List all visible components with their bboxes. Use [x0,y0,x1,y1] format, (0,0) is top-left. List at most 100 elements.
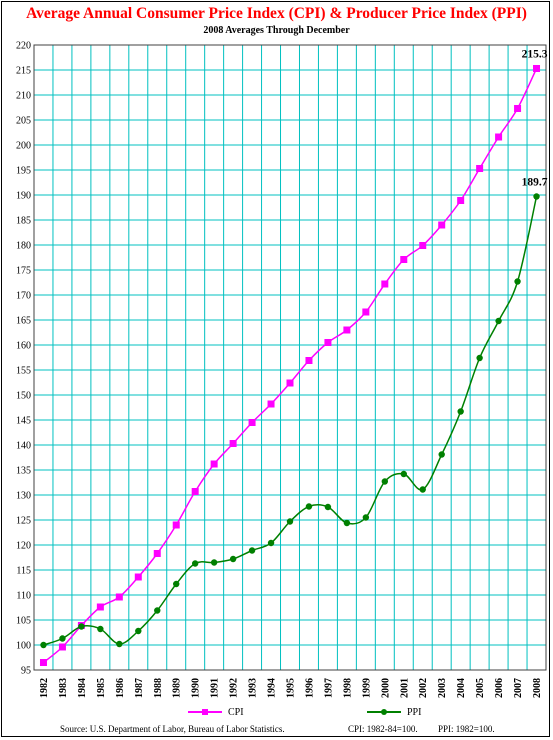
point-ppi [78,623,85,630]
legend-label-cpi: CPI [228,706,244,718]
y-tick-label: 170 [16,291,31,302]
y-tick-label: 190 [16,191,31,202]
point-ppi [495,317,502,325]
point-cpi [210,460,218,468]
point-cpi [267,400,275,408]
chart-title: Average Annual Consumer Price Index (CPI… [26,5,527,22]
legend-line-ppi [367,709,401,715]
x-tick-label: 2000 [380,678,391,698]
y-tick-label: 220 [16,41,31,52]
point-ppi [381,478,389,485]
point-cpi [476,165,484,172]
point-ppi [135,627,142,635]
point-cpi [381,280,389,288]
point-ppi [476,354,483,362]
point-cpi [172,521,180,529]
point-ppi [343,519,351,527]
y-tick-label: 200 [16,141,31,152]
x-tick-label: 1993 [248,678,259,698]
annotations: 215.3 189.7 [522,49,548,189]
point-ppi [514,278,521,285]
point-ppi [400,470,407,478]
point-cpi [96,603,104,611]
x-tick-label: 1994 [267,678,278,698]
y-tick-label: 110 [16,591,31,602]
chart-subtitle: 2008 Averages Through December [203,25,350,36]
legend-label-ppi: PPI [407,706,422,718]
y-tick-label: 195 [16,166,31,177]
y-tick-label: 175 [16,266,31,277]
point-ppi [362,514,370,521]
legend-marker-cpi [202,709,208,715]
x-tick-label: 1999 [361,678,372,698]
point-ppi [116,640,123,648]
point-cpi [324,339,332,346]
point-cpi [495,133,503,141]
point-cpi [153,550,161,557]
x-tick-label: 1996 [304,678,315,698]
point-cpi [191,488,199,495]
point-cpi [419,242,427,249]
y-tick-label: 140 [16,441,31,452]
point-ppi [173,580,180,588]
point-ppi [59,635,66,642]
y-tick-label: 100 [16,641,31,652]
x-tick-label: 1982 [39,678,50,698]
point-ppi [533,193,540,200]
x-tick-label: 1995 [286,678,297,698]
point-cpi [286,379,294,387]
x-tick-label: 1988 [153,678,164,698]
y-tick-label: 160 [16,341,31,352]
cpi-base-note: CPI: 1982-84=100. [348,724,418,734]
y-tick-label: 185 [16,216,31,227]
x-tick-label: 1986 [115,678,126,698]
x-tick-label: 1984 [77,678,88,698]
point-ppi [438,451,445,458]
point-ppi [305,503,313,510]
x-tick-label: 2002 [418,678,429,698]
y-tick-label: 105 [16,616,31,627]
y-tick-label: 150 [16,391,31,402]
point-ppi [419,486,426,493]
y-tick-label: 130 [16,491,31,502]
point-cpi [115,593,123,601]
y-tick-label: 135 [16,466,31,477]
y-tick-label: 205 [16,116,31,127]
x-tick-label: 1997 [323,678,334,698]
point-ppi [40,641,47,649]
point-cpi [362,308,370,316]
y-tick-label: 145 [16,416,31,427]
x-tick-label: 2003 [437,678,448,698]
x-tick-labels: 1982 1983 1984 1985 1986 1987 1988 1989 1990 1991… [39,678,543,698]
y-tick-label: 210 [16,91,31,102]
legend-line-cpi [188,709,222,715]
x-tick-label: 1991 [210,678,221,698]
point-ppi [97,625,104,633]
point-cpi [229,440,237,447]
series-line-cpi [43,68,538,664]
y-tick-label: 180 [16,241,31,252]
source-note: Source: U.S. Department of Labor, Bureau… [60,724,285,734]
x-tick-label: 2001 [399,678,410,698]
y-tick-label: 95 [21,666,31,677]
point-cpi [514,105,522,112]
x-tick-label: 1990 [191,678,202,698]
point-cpi [58,643,66,651]
point-ppi [191,560,199,567]
x-tick-label: 2006 [494,678,505,698]
point-cpi [39,659,47,666]
point-cpi [343,326,351,334]
legend-item-cpi: CPI [188,703,244,721]
legend: CPI PPI [0,703,553,721]
y-tick-labels: 95 100 105 110 115 120 125 130 135 140 145 150 155 16… [16,41,31,677]
ppi-base-note: PPI: 1982=100. [438,724,495,734]
point-cpi [533,65,541,72]
x-tick-label: 1989 [172,678,183,698]
point-ppi [229,555,237,563]
point-cpi [134,573,142,581]
point-ppi [248,547,256,554]
point-cpi [400,256,408,263]
plot-border [33,44,547,671]
